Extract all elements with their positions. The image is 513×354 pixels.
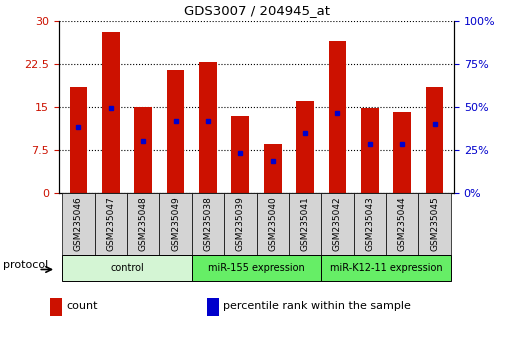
- Bar: [419, 193, 451, 255]
- Bar: [167, 70, 185, 193]
- Text: miR-155 expression: miR-155 expression: [208, 263, 305, 273]
- Bar: [353, 193, 386, 255]
- Text: GSM235049: GSM235049: [171, 196, 180, 251]
- Bar: [264, 144, 282, 193]
- Bar: [160, 193, 192, 255]
- Bar: [328, 41, 346, 193]
- Text: miR-K12-11 expression: miR-K12-11 expression: [330, 263, 442, 273]
- Bar: [426, 87, 443, 193]
- Text: percentile rank within the sample: percentile rank within the sample: [223, 301, 411, 311]
- Text: GSM235038: GSM235038: [204, 196, 212, 251]
- Text: GSM235047: GSM235047: [106, 196, 115, 251]
- Text: GSM235046: GSM235046: [74, 196, 83, 251]
- Bar: [192, 255, 321, 281]
- Bar: [127, 193, 160, 255]
- Title: GDS3007 / 204945_at: GDS3007 / 204945_at: [184, 4, 329, 17]
- Text: GSM235040: GSM235040: [268, 196, 277, 251]
- Text: GSM235044: GSM235044: [398, 196, 407, 251]
- Text: GSM235039: GSM235039: [236, 196, 245, 251]
- Bar: [361, 108, 379, 193]
- Text: GSM235042: GSM235042: [333, 196, 342, 251]
- Bar: [231, 116, 249, 193]
- Bar: [321, 255, 451, 281]
- Bar: [256, 193, 289, 255]
- Text: GSM235045: GSM235045: [430, 196, 439, 251]
- Text: GSM235048: GSM235048: [139, 196, 148, 251]
- Text: GSM235041: GSM235041: [301, 196, 309, 251]
- Bar: [62, 255, 192, 281]
- Bar: [134, 107, 152, 193]
- Bar: [207, 298, 219, 316]
- Text: protocol: protocol: [3, 261, 48, 270]
- Bar: [289, 193, 321, 255]
- Bar: [94, 193, 127, 255]
- Bar: [192, 193, 224, 255]
- Bar: [386, 193, 419, 255]
- Bar: [102, 32, 120, 193]
- Text: control: control: [110, 263, 144, 273]
- Bar: [393, 112, 411, 193]
- Text: GSM235043: GSM235043: [365, 196, 374, 251]
- Bar: [296, 101, 314, 193]
- Bar: [50, 298, 62, 316]
- Text: count: count: [66, 301, 98, 311]
- Bar: [321, 193, 353, 255]
- Bar: [199, 62, 217, 193]
- Bar: [62, 193, 94, 255]
- Bar: [224, 193, 256, 255]
- Bar: [70, 87, 87, 193]
